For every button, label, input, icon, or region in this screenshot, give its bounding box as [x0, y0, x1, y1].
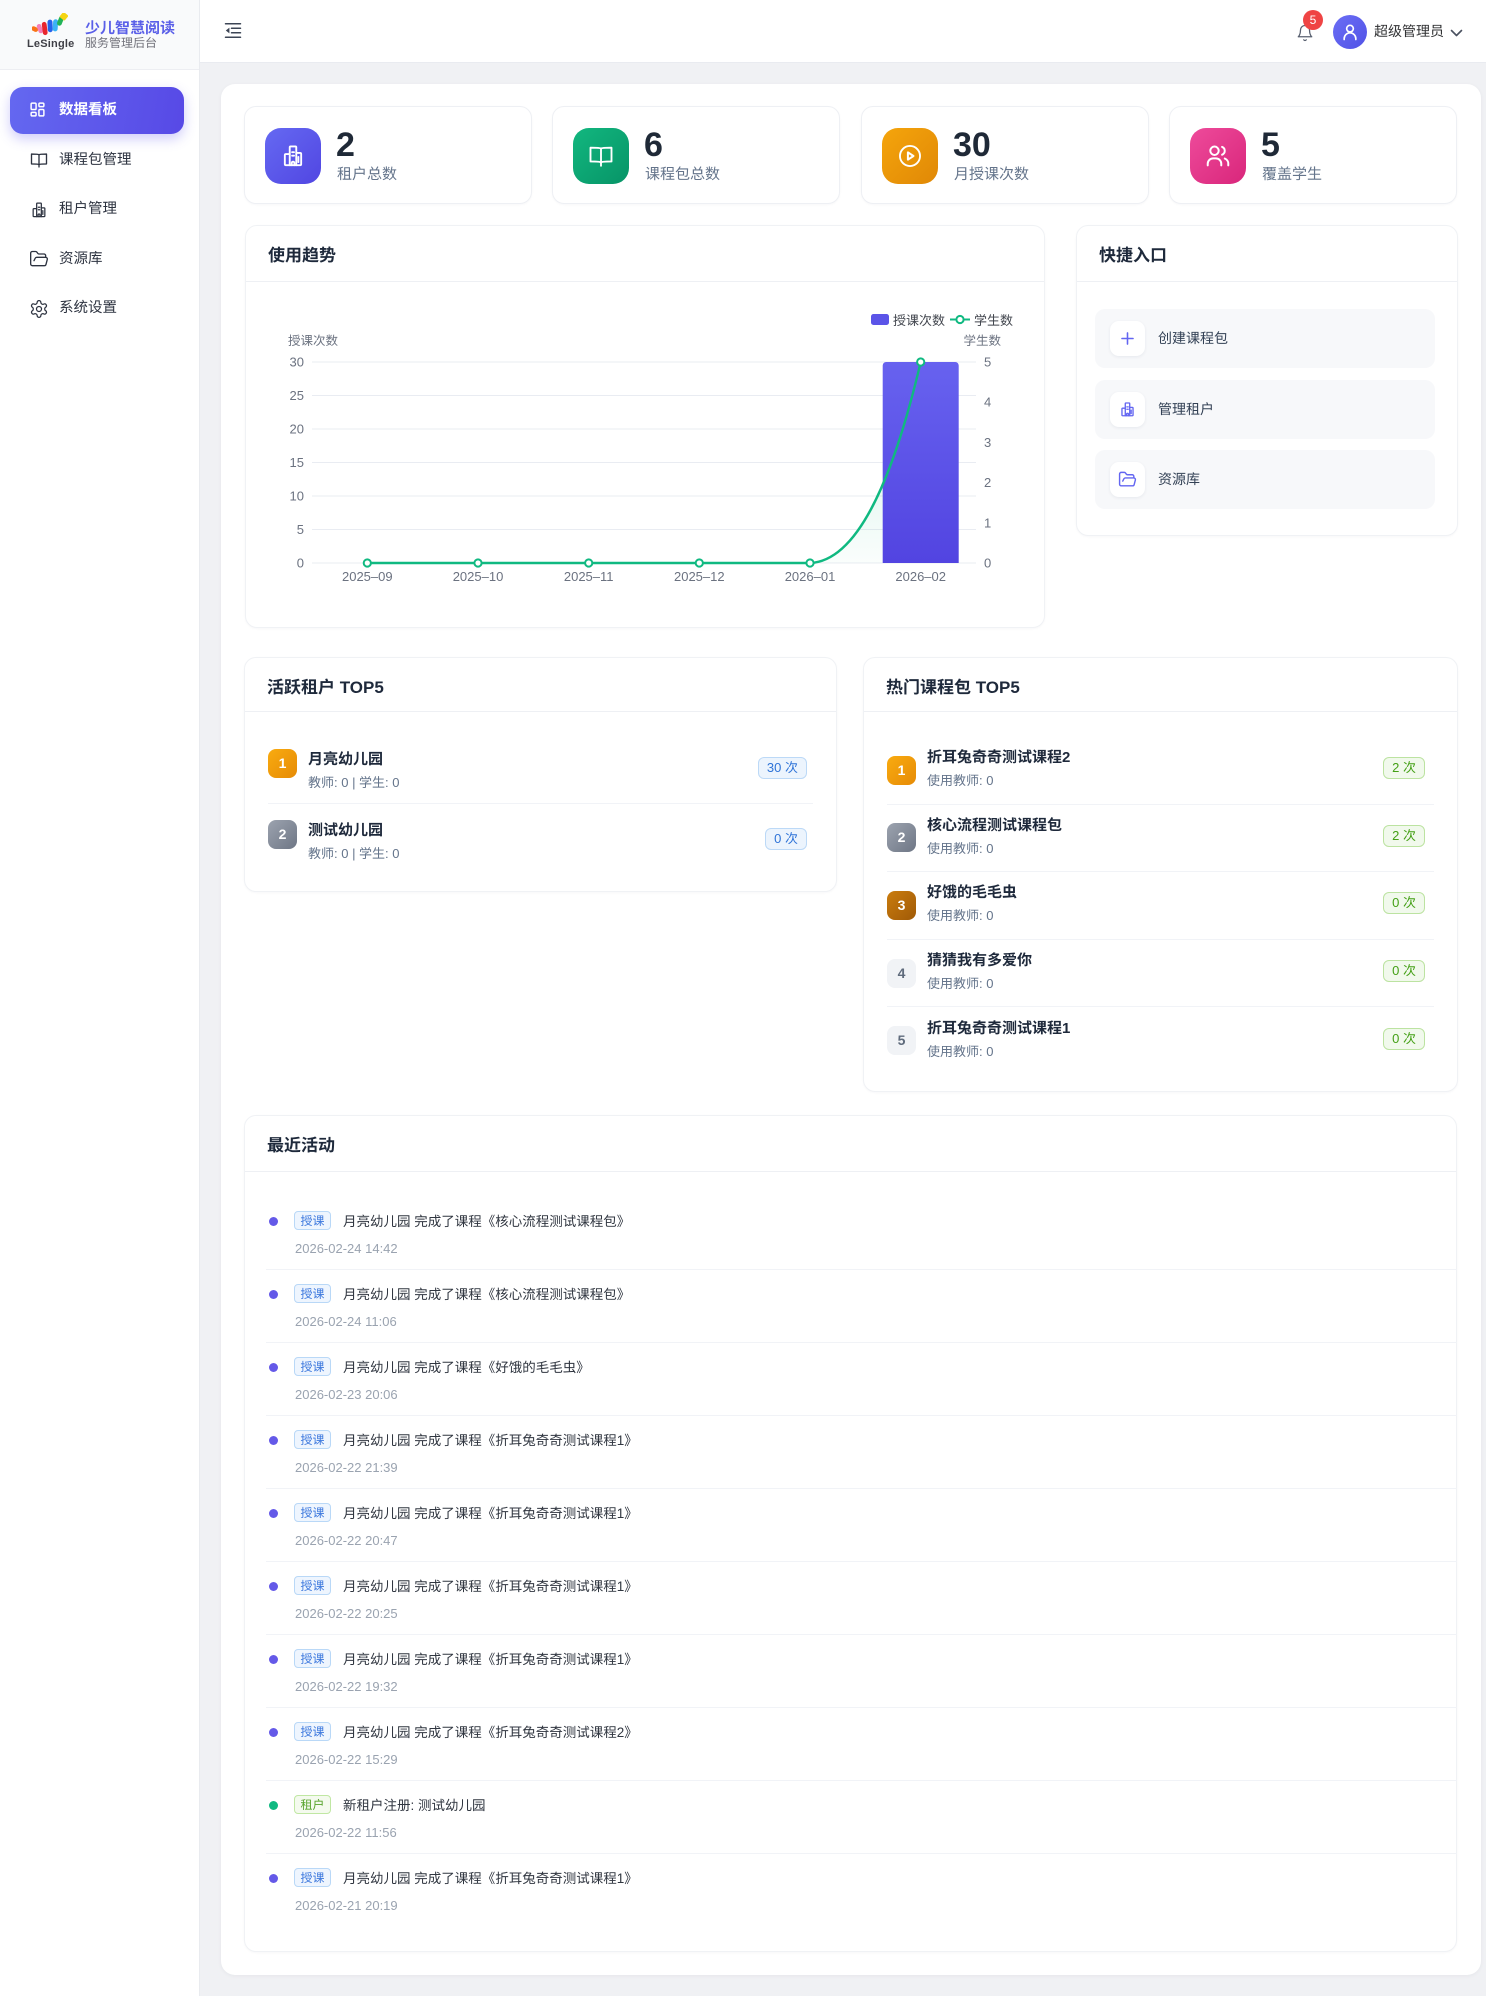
svg-text:15: 15	[290, 455, 304, 470]
svg-text:授课次数: 授课次数	[893, 313, 945, 328]
svg-text:10: 10	[290, 489, 304, 504]
svg-text:学生数: 学生数	[963, 334, 1001, 348]
svg-text:2025–12: 2025–12	[674, 569, 725, 584]
svg-text:25: 25	[290, 388, 304, 403]
svg-text:5: 5	[984, 355, 991, 370]
svg-text:5: 5	[297, 522, 304, 537]
svg-text:学生数: 学生数	[974, 313, 1013, 328]
svg-text:3: 3	[984, 435, 991, 450]
svg-text:授课次数: 授课次数	[288, 334, 339, 348]
svg-text:4: 4	[984, 395, 991, 410]
svg-text:2026–01: 2026–01	[785, 569, 836, 584]
svg-text:20: 20	[290, 422, 304, 437]
svg-text:2025–10: 2025–10	[453, 569, 504, 584]
svg-text:2025–11: 2025–11	[564, 569, 614, 584]
svg-text:30: 30	[290, 355, 304, 370]
svg-text:2: 2	[984, 475, 991, 490]
svg-text:0: 0	[984, 556, 991, 571]
svg-text:2025–09: 2025–09	[342, 569, 393, 584]
svg-text:0: 0	[297, 556, 304, 571]
svg-text:2026–02: 2026–02	[895, 569, 946, 584]
svg-text:1: 1	[984, 515, 991, 530]
